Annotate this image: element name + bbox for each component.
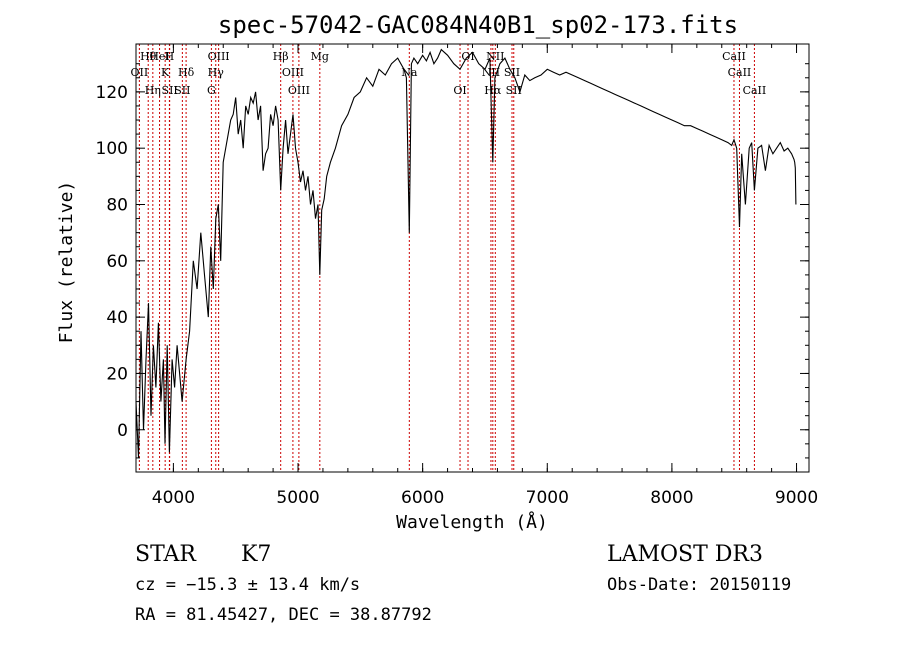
emission-line-markers (138, 44, 755, 472)
marker-label: Hγ (208, 66, 225, 79)
x-tick-label: 6000 (401, 488, 444, 508)
chart-title: spec-57042-GAC084N40B1_sp02-173.fits (218, 11, 738, 39)
y-tick-label: 60 (106, 252, 128, 272)
y-tick-label: 0 (117, 421, 128, 441)
marker-label: Hδ (178, 66, 195, 79)
coordinates: RA = 81.45427, DEC = 38.87792 (135, 605, 432, 625)
x-axis-label: Wavelength (Å) (396, 511, 548, 533)
x-axis-ticks: 4000 5000 6000 7000 8000 9000 (152, 44, 818, 508)
marker-label: OI (453, 84, 466, 97)
x-tick-label: 4000 (152, 488, 195, 508)
spectrum-line (135, 48, 797, 458)
y-tick-label: 40 (106, 308, 128, 328)
marker-label: Mg (311, 50, 329, 63)
marker-label: Hθ (140, 50, 157, 63)
x-tick-label: 9000 (775, 488, 818, 508)
y-tick-label: 100 (96, 139, 128, 159)
object-subclass: K7 (241, 542, 271, 567)
marker-label: HeI (149, 50, 169, 63)
marker-label: OII (131, 66, 149, 79)
x-tick-label: 7000 (526, 488, 569, 508)
marker-label: Hβ (273, 50, 289, 63)
marker-label: Hα (484, 84, 502, 97)
y-axis-ticks: 0 20 40 60 80 100 120 (96, 63, 809, 459)
marker-label: OIII (282, 66, 304, 79)
object-class: STAR (135, 542, 197, 567)
marker-label: CaII (728, 66, 752, 79)
marker-label: NII (486, 50, 504, 63)
y-axis-label: Flux (relative) (56, 181, 77, 344)
y-tick-label: 20 (106, 364, 128, 384)
marker-label: OIII (288, 84, 310, 97)
marker-label: K (161, 66, 170, 79)
observation-date: Obs-Date: 20150119 (607, 575, 791, 595)
marker-label: H (165, 50, 175, 63)
marker-label: CaII (743, 84, 767, 97)
y-tick-label: 120 (96, 83, 128, 103)
marker-label: G (207, 84, 216, 97)
marker-label: SII (162, 84, 178, 97)
marker-label: Hη (145, 84, 161, 97)
marker-label: OIII (208, 50, 230, 63)
x-tick-label: 8000 (650, 488, 693, 508)
y-tick-label: 80 (106, 196, 128, 216)
marker-label: CaII (722, 50, 746, 63)
x-tick-label: 5000 (276, 488, 319, 508)
marker-label: SII (174, 84, 190, 97)
redshift-info: cz = −15.3 ± 13.4 km/s (135, 575, 360, 595)
survey-name: LAMOST DR3 (607, 542, 763, 567)
